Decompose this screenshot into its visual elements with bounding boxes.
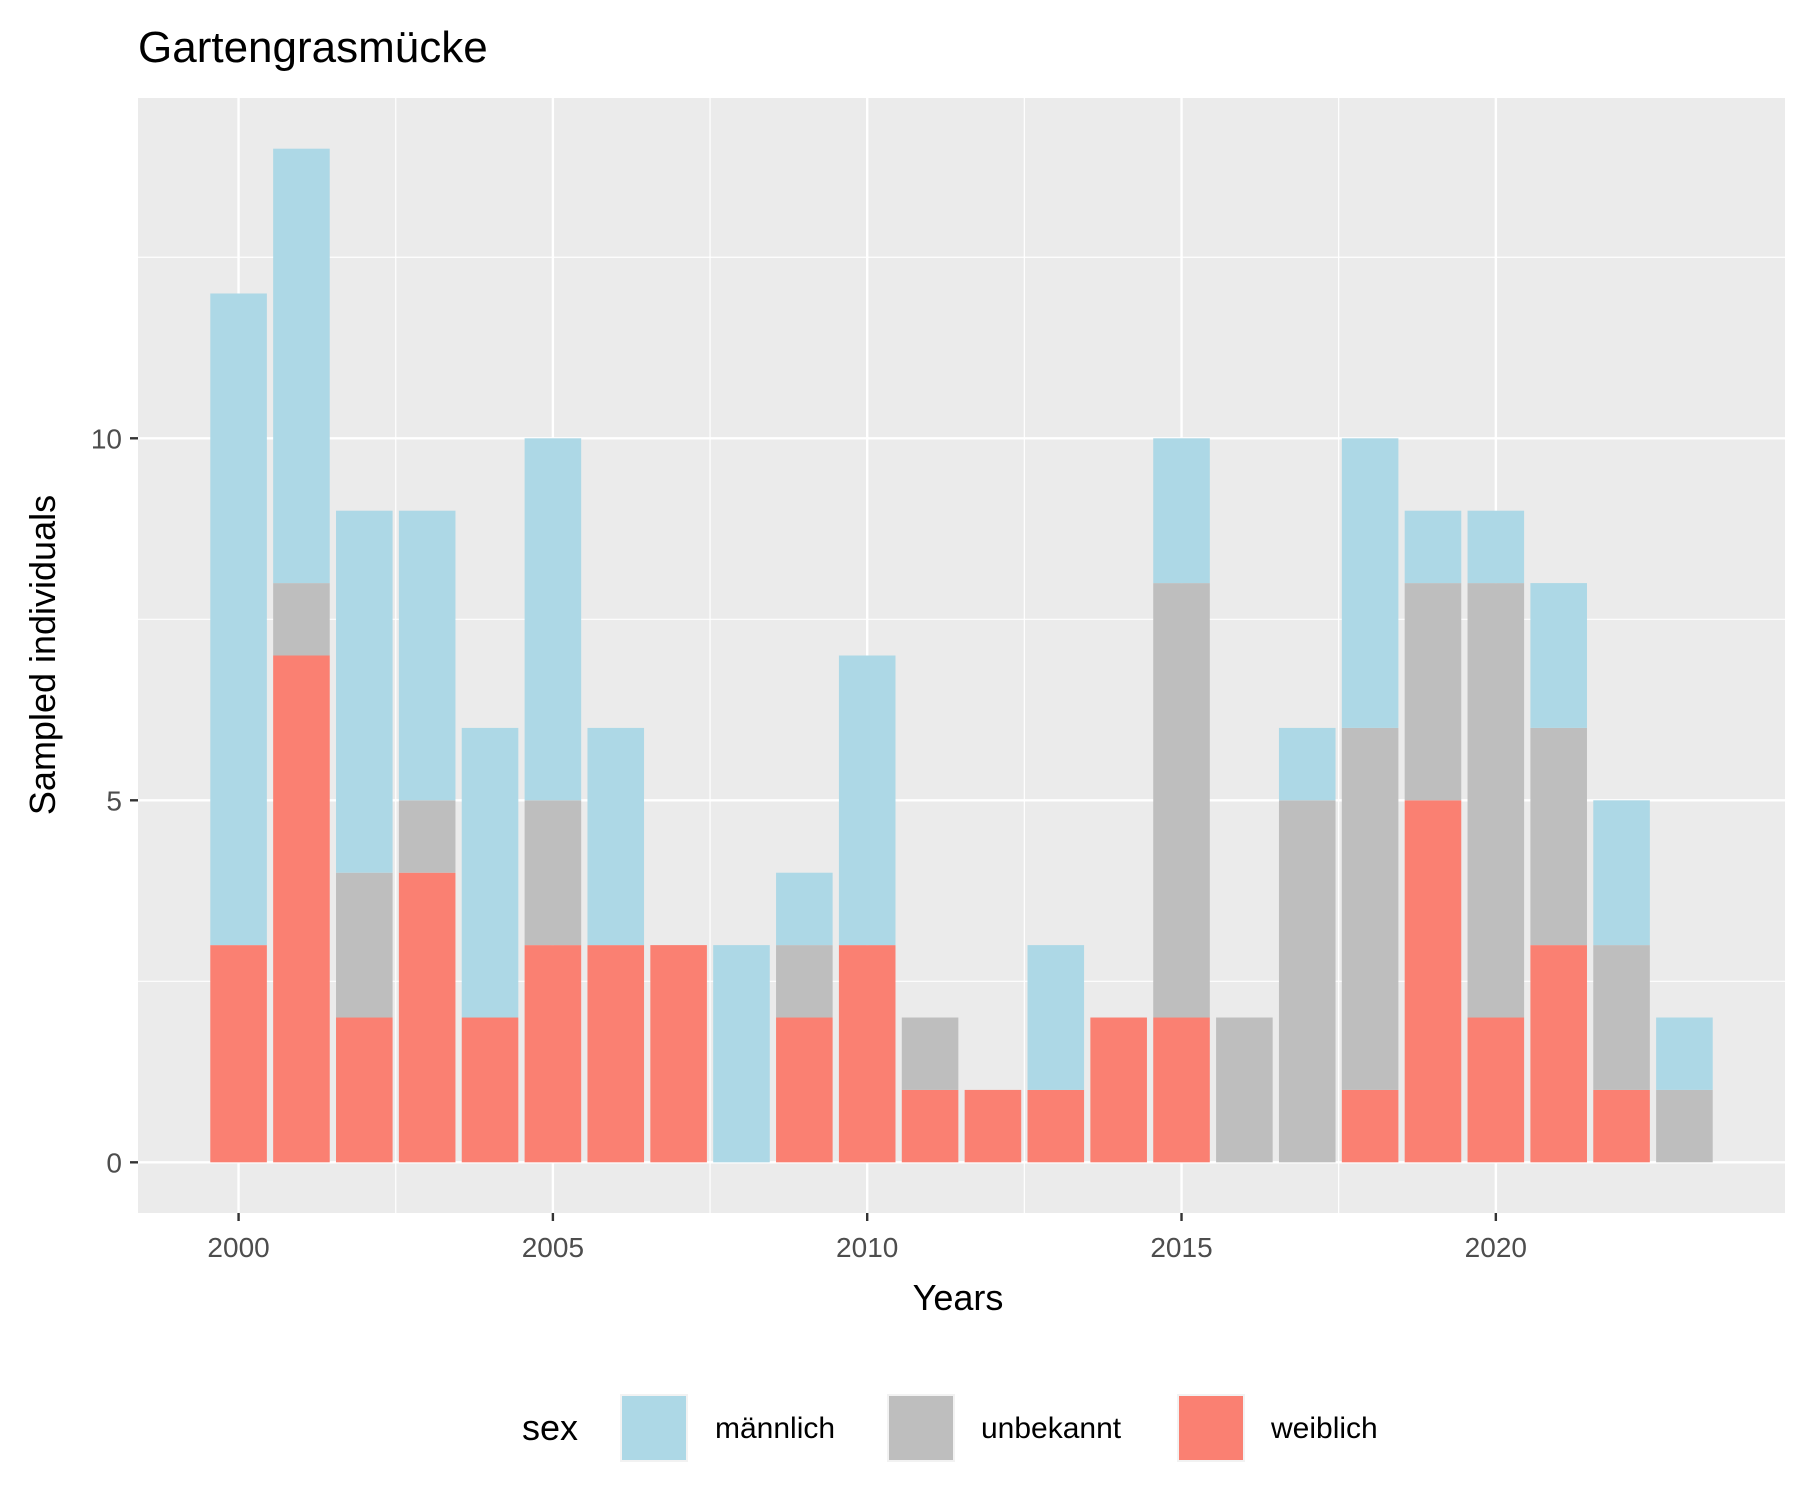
- bar-2003-unbekannt: [398, 800, 456, 873]
- bar-2000-weiblich: [210, 945, 267, 1163]
- bar-2005-weiblich: [524, 945, 582, 1163]
- legend-label-weiblich: weiblich: [1270, 1412, 1378, 1445]
- legend: sex männlich unbekannt weiblich: [522, 1394, 1378, 1462]
- bar-2001-männlich: [273, 148, 330, 584]
- bar-2022-weiblich: [1593, 1089, 1650, 1163]
- bar-2018-männlich: [1341, 438, 1399, 728]
- bar-2001-weiblich: [273, 655, 330, 1163]
- legend-key-männlich: [622, 1396, 686, 1460]
- bar-2021-unbekannt: [1530, 727, 1587, 946]
- bar-2015-männlich: [1153, 438, 1210, 584]
- bar-2002-unbekannt: [336, 872, 393, 1018]
- bar-2021-weiblich: [1530, 945, 1587, 1163]
- y-tick-labels: 0 5 10: [91, 423, 122, 1178]
- bar-2020-männlich: [1467, 510, 1525, 584]
- bar-2005-männlich: [524, 438, 582, 801]
- bar-2009-unbekannt: [776, 945, 833, 1018]
- bar-2018-unbekannt: [1341, 727, 1399, 1090]
- bar-2010-weiblich: [838, 945, 896, 1163]
- y-tick-label: 0: [106, 1147, 122, 1178]
- bar-2020-unbekannt: [1467, 583, 1525, 1018]
- bar-2022-unbekannt: [1593, 945, 1650, 1090]
- bar-2016-unbekannt: [1216, 1017, 1273, 1163]
- bar-2003-weiblich: [398, 872, 456, 1163]
- bar-2011-unbekannt: [901, 1017, 959, 1090]
- x-tick-label: 2020: [1465, 1232, 1527, 1263]
- bar-2012-weiblich: [964, 1089, 1022, 1163]
- bar-2001-unbekannt: [273, 583, 330, 656]
- bar-2002-männlich: [336, 510, 393, 873]
- x-tick-label: 2005: [522, 1232, 584, 1263]
- axis-ticks: [130, 437, 1498, 1221]
- x-tick-label: 2000: [207, 1232, 269, 1263]
- bar-2017-männlich: [1278, 727, 1336, 801]
- bar-2006-weiblich: [587, 945, 645, 1163]
- bar-2002-weiblich: [336, 1017, 393, 1163]
- chart-title: Gartengrasmücke: [138, 23, 488, 72]
- bar-2020-weiblich: [1467, 1017, 1525, 1163]
- bar-2019-unbekannt: [1404, 583, 1462, 801]
- x-tick-label: 2015: [1150, 1232, 1212, 1263]
- legend-title: sex: [522, 1407, 578, 1448]
- bar-2009-weiblich: [776, 1017, 833, 1163]
- legend-label-unbekannt: unbekannt: [981, 1412, 1122, 1445]
- bar-2013-männlich: [1027, 945, 1085, 1090]
- bar-2008-männlich: [713, 945, 770, 1163]
- bar-2018-weiblich: [1341, 1089, 1399, 1163]
- legend-key-weiblich: [1179, 1396, 1243, 1460]
- bar-2022-männlich: [1593, 800, 1650, 946]
- bar-2021-männlich: [1530, 583, 1587, 728]
- y-axis-title: Sampled individuals: [22, 495, 63, 815]
- bar-2010-männlich: [838, 655, 896, 946]
- x-tick-labels: 2000 2005 2010 2015 2020: [207, 1232, 1527, 1263]
- bar-2017-unbekannt: [1278, 800, 1336, 1163]
- bar-2009-männlich: [776, 872, 833, 946]
- legend-key-unbekannt: [889, 1396, 953, 1460]
- legend-label-männlich: männlich: [715, 1412, 835, 1445]
- bar-2005-unbekannt: [524, 800, 582, 946]
- bar-2003-männlich: [398, 510, 456, 801]
- bar-2019-weiblich: [1404, 800, 1462, 1163]
- bar-2015-weiblich: [1153, 1017, 1210, 1163]
- y-tick-label: 5: [106, 785, 122, 816]
- bar-2000-männlich: [210, 293, 267, 946]
- bar-2004-männlich: [461, 727, 519, 1018]
- bar-2014-weiblich: [1090, 1017, 1147, 1163]
- bars: [210, 148, 1713, 1163]
- bar-2023-unbekannt: [1656, 1089, 1713, 1163]
- bar-2019-männlich: [1404, 510, 1462, 584]
- bar-2013-weiblich: [1027, 1089, 1085, 1163]
- x-tick-label: 2010: [836, 1232, 898, 1263]
- bar-2023-männlich: [1656, 1017, 1713, 1090]
- bar-2004-weiblich: [461, 1017, 519, 1163]
- x-axis-title: Years: [913, 1277, 1004, 1318]
- bar-2006-männlich: [587, 727, 645, 946]
- bar-2015-unbekannt: [1153, 583, 1210, 1018]
- bar-2007-weiblich: [650, 945, 707, 1163]
- y-tick-label: 10: [91, 423, 122, 454]
- bar-2011-weiblich: [901, 1089, 959, 1163]
